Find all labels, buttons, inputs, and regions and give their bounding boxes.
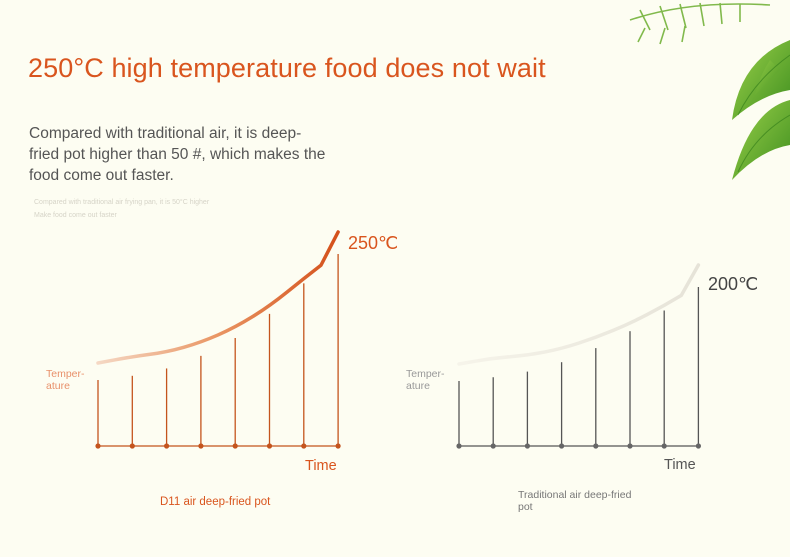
time-point — [627, 443, 633, 449]
x-axis-label: Time — [664, 457, 696, 473]
chart-caption: D11 air deep-fried pot — [160, 496, 271, 508]
y-axis-label: Temper-ature — [46, 368, 85, 392]
time-point — [335, 443, 341, 449]
faint-caption: Compared with traditional air frying pan… — [34, 196, 234, 222]
time-point — [129, 443, 135, 449]
description-text: Compared with traditional air, it is dee… — [29, 125, 326, 184]
time-point — [164, 443, 170, 449]
time-point — [266, 443, 273, 449]
y-axis-label: Temper-ature — [406, 368, 445, 392]
time-point — [95, 443, 101, 449]
time-point — [695, 443, 702, 449]
y-axis-label-line: Temper- — [46, 368, 85, 380]
time-point — [593, 443, 599, 449]
time-point — [301, 443, 307, 449]
peak-temperature-label: 200℃ — [708, 274, 758, 294]
palm-leaf-icon — [629, 2, 790, 180]
chart-caption-line: D11 air deep-fried pot — [160, 496, 271, 508]
y-axis-label-line: ature — [406, 380, 430, 392]
time-point — [232, 443, 238, 449]
chart-caption: Traditional air deep-fried pot — [518, 489, 632, 513]
faint-caption-line-2: Make food come out faster — [34, 212, 117, 219]
y-axis-label-line: Temper- — [406, 368, 445, 380]
temperature-curve — [96, 230, 340, 365]
time-point — [524, 443, 531, 449]
headline: 250°C high temperature food does not wai… — [28, 53, 546, 83]
chart-caption-line: Traditional air deep-fried — [518, 489, 632, 501]
peak-temperature-label: 250℃ — [348, 233, 398, 253]
traditional-temperature-chart: Temper-ature Time 200℃ Traditional air deep… — [406, 263, 758, 513]
time-point — [490, 443, 496, 449]
faint-caption-line-1: Compared with traditional air frying pan… — [34, 199, 210, 206]
time-point — [661, 443, 667, 449]
x-axis-label: Time — [305, 458, 337, 474]
time-point — [198, 443, 204, 449]
time-point — [559, 443, 565, 449]
time-point — [456, 443, 462, 449]
y-axis-label-line: ature — [46, 380, 70, 392]
temperature-curve — [457, 263, 701, 366]
d11-temperature-chart: Temper-ature Time 250℃ D11 air deep-fried p… — [46, 230, 398, 508]
chart-caption-line: pot — [518, 501, 533, 513]
